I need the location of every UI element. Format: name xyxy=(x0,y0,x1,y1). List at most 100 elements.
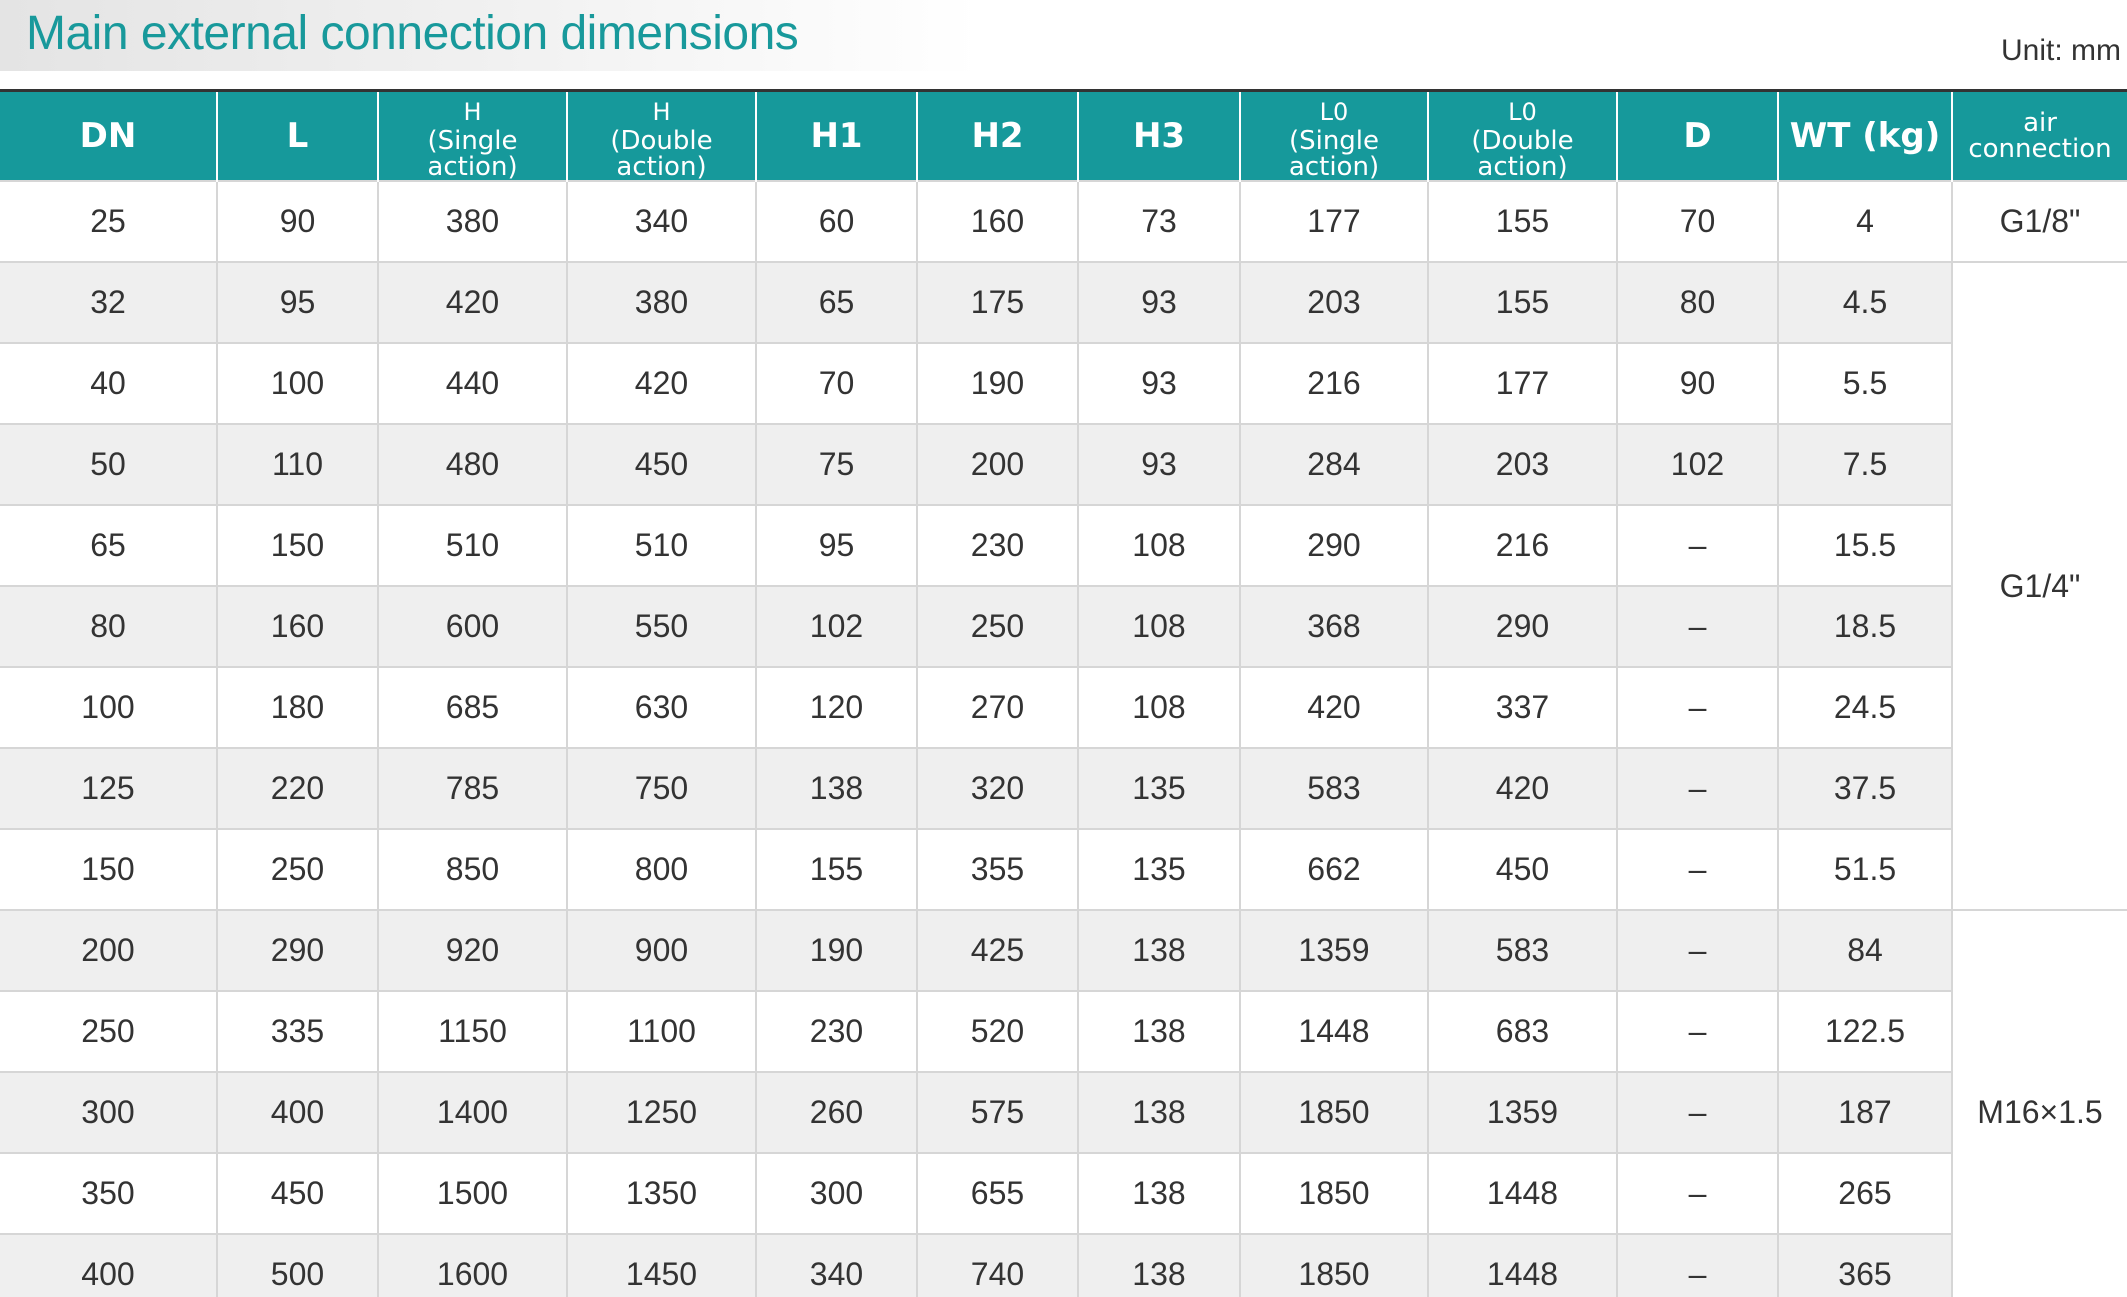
table-cell: 1448 xyxy=(1427,1233,1618,1297)
table-row: 80 160 600 550 102 250 108 368 290–18.5 xyxy=(0,585,2127,668)
table-cell: 15.5 xyxy=(1777,504,1952,587)
column-title: H3 xyxy=(1132,116,1186,156)
table-cell: 340 xyxy=(755,1233,918,1297)
table-cell: – xyxy=(1616,828,1779,911)
table-cell: 150 xyxy=(0,828,218,911)
table-cell: 138 xyxy=(1077,1233,1241,1297)
table-cell: 25 xyxy=(0,180,218,263)
table-cell: 420 xyxy=(377,261,568,344)
table-cell: 190 xyxy=(755,909,918,992)
column-title: H xyxy=(652,98,671,126)
table-cell: 320 xyxy=(916,747,1079,830)
table-cell: 420 xyxy=(1427,747,1618,830)
table-cell: 1850 xyxy=(1239,1071,1429,1154)
table-cell: 583 xyxy=(1239,747,1429,830)
table-cell: 80 xyxy=(0,585,218,668)
column-title: H xyxy=(463,98,482,126)
column-header: WT (kg) xyxy=(1777,90,1952,181)
unit-note: Unit: mm xyxy=(2001,34,2121,67)
table-cell: 250 xyxy=(0,990,218,1073)
table-cell: 1359 xyxy=(1239,909,1429,992)
table-cell: 630 xyxy=(566,666,757,749)
column-header: L0 (Double action) xyxy=(1427,90,1617,181)
table-cell: 575 xyxy=(916,1071,1079,1154)
table-cell: 37.5 xyxy=(1777,747,1952,830)
table-cell: 100 xyxy=(0,666,218,749)
table-cell: 400 xyxy=(0,1233,218,1297)
column-title: H1 xyxy=(810,116,863,156)
table-cell: 108 xyxy=(1077,585,1241,668)
table-cell: 300 xyxy=(0,1071,218,1154)
table-cell: 93 xyxy=(1077,423,1241,506)
table-cell: 662 xyxy=(1239,828,1429,911)
table-cell: 1600 xyxy=(377,1233,568,1297)
table-cell: – xyxy=(1616,990,1779,1073)
table-cell: 335 xyxy=(216,990,379,1073)
column-header: L0 (Single action) xyxy=(1239,90,1428,181)
table-cell: 600 xyxy=(377,585,568,668)
table-cell: 51.5 xyxy=(1777,828,1952,911)
table-cell: 337 xyxy=(1427,666,1618,749)
table-cell: 260 xyxy=(755,1071,918,1154)
table-cell: 138 xyxy=(1077,990,1241,1073)
table-cell: 740 xyxy=(916,1233,1079,1297)
table-cell: 40 xyxy=(0,342,218,425)
table-row: 25 90 380 340 60 160 73 177 155 70 4 G1/8" xyxy=(0,180,2127,263)
table-cell: 70 xyxy=(755,342,918,425)
table-cell: 180 xyxy=(216,666,379,749)
table-cell: 220 xyxy=(216,747,379,830)
table-cell: 200 xyxy=(916,423,1079,506)
table-row: 200 290 920 900 190 425 138 1359 583–84 M16×1.5 xyxy=(0,909,2127,1297)
table-cell: 135 xyxy=(1077,747,1241,830)
header-row: DN L H (Single action) H (Double action) H1 H2 H… xyxy=(0,90,2127,182)
table-cell: 155 xyxy=(755,828,918,911)
table-row: 150 250 850 800 155 355 135 662 450–51.5 xyxy=(0,828,2127,911)
table-row: 350 450 1500 1350 300 655 138 1850 1448–265 xyxy=(0,1152,2127,1235)
table-cell: 1448 xyxy=(1427,1152,1618,1235)
column-header: air connection xyxy=(1951,90,2127,181)
table-cell: 850 xyxy=(377,828,568,911)
table-row: 32 95 420 380 65 175 93 203 155 80 4.5 G1/4" xyxy=(0,261,2127,911)
table-cell: 380 xyxy=(566,261,757,344)
table-cell: 368 xyxy=(1239,585,1429,668)
column-title: L0 xyxy=(1319,98,1349,126)
table-cell: 270 xyxy=(916,666,1079,749)
table-cell: 102 xyxy=(1616,423,1779,506)
column-title: H2 xyxy=(971,116,1024,156)
table-cell: 230 xyxy=(916,504,1079,587)
table-cell: 1100 xyxy=(566,990,757,1073)
table-cell: 177 xyxy=(1239,180,1429,263)
table-cell: – xyxy=(1616,747,1779,830)
table-cell: 1359 xyxy=(1427,1071,1618,1154)
table-cell: 920 xyxy=(377,909,568,992)
table-cell: 190 xyxy=(916,342,1079,425)
table-cell: 1448 xyxy=(1239,990,1429,1073)
air-connection-cell: G1/4" xyxy=(1951,261,2127,911)
table-cell: 177 xyxy=(1427,342,1618,425)
table-cell: – xyxy=(1616,666,1779,749)
table-cell: 84 xyxy=(1777,909,1953,992)
table-cell: 683 xyxy=(1427,990,1618,1073)
table-cell: 750 xyxy=(566,747,757,830)
table-cell: 500 xyxy=(216,1233,379,1297)
table-cell: 1500 xyxy=(377,1152,568,1235)
table-cell: 138 xyxy=(755,747,918,830)
column-subtitle: (Double action) xyxy=(610,126,713,182)
column-title: L xyxy=(286,116,309,156)
table-cell: 1350 xyxy=(566,1152,757,1235)
table-cell: 510 xyxy=(566,504,757,587)
table-cell: 350 xyxy=(0,1152,218,1235)
table-cell: 900 xyxy=(566,909,757,992)
table-cell: 18.5 xyxy=(1777,585,1952,668)
table-cell: 155 xyxy=(1427,261,1618,344)
table-cell: 420 xyxy=(566,342,757,425)
table-cell: – xyxy=(1616,1152,1779,1235)
table-cell: 1450 xyxy=(566,1233,757,1297)
table-cell: 108 xyxy=(1077,504,1241,587)
table-cell: 685 xyxy=(377,666,568,749)
table-cell: 187 xyxy=(1777,1071,1952,1154)
table-cell: 450 xyxy=(1427,828,1618,911)
table-cell: 800 xyxy=(566,828,757,911)
column-title: L0 xyxy=(1508,98,1537,126)
